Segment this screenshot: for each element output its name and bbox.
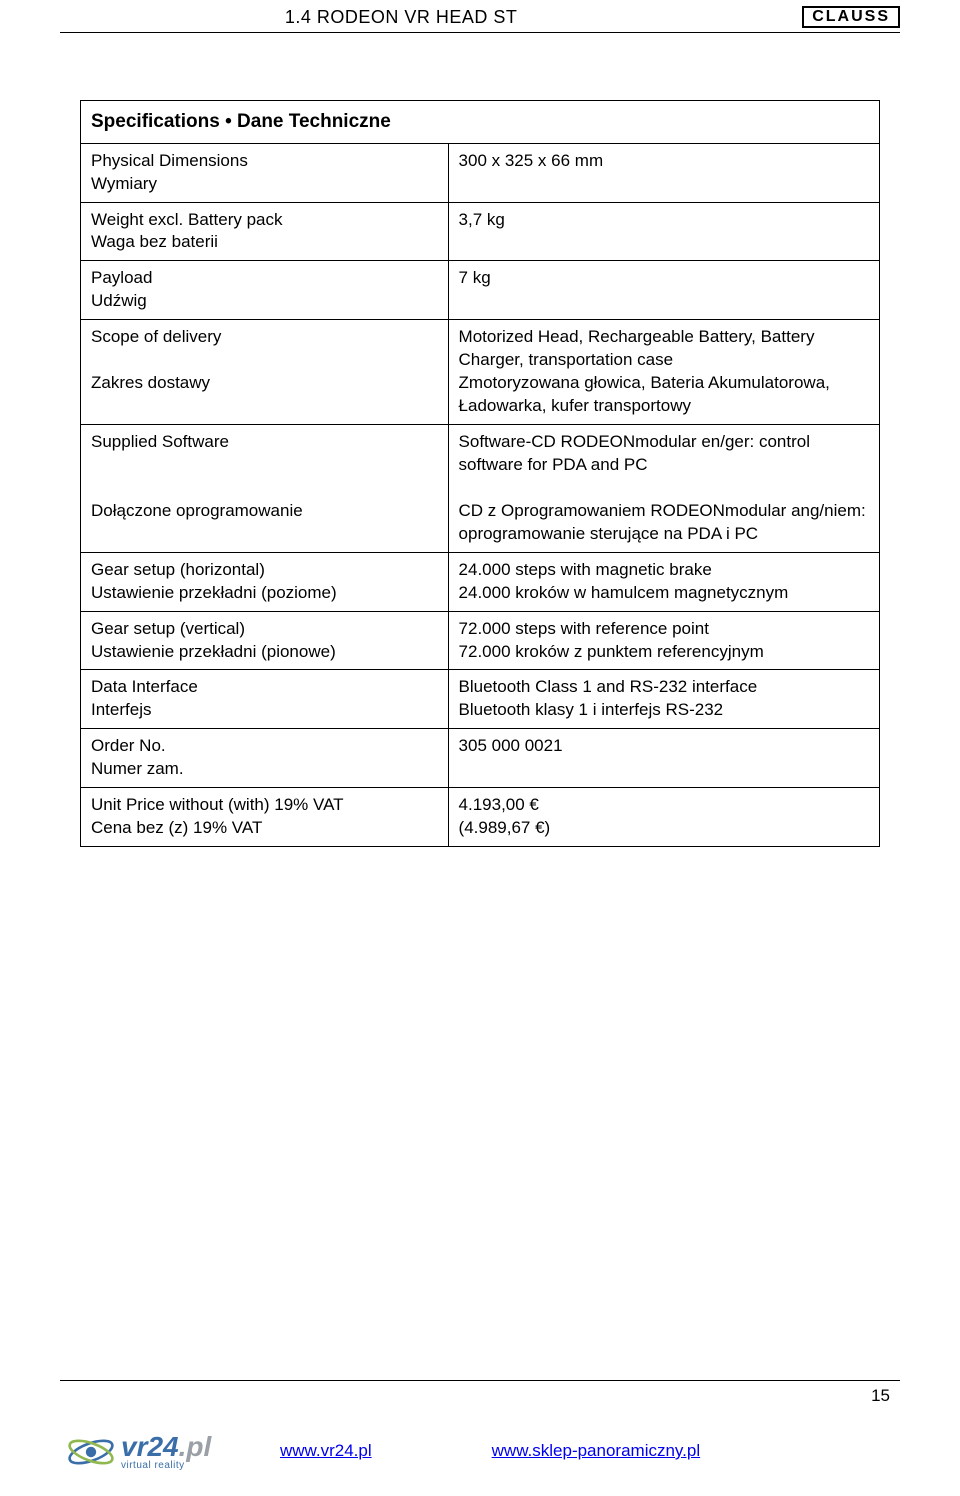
spec-value: 4.193,00 €(4.989,67 €) [448,788,879,847]
table-row: Gear setup (vertical)Ustawienie przekład… [81,611,880,670]
spec-value: Motorized Head, Rechargeable Battery, Ba… [448,320,879,425]
vr24-logo-icon [65,1426,117,1478]
spec-label: Data InterfaceInterfejs [81,670,449,729]
page-number: 15 [871,1386,890,1406]
logo-pl-text: .pl [179,1431,212,1462]
table-row: Scope of delivery Zakres dostawyMotorize… [81,320,880,425]
spec-value: 305 000 0021 [448,729,879,788]
table-row: Gear setup (horizontal)Ustawienie przekł… [81,552,880,611]
spec-value: 24.000 steps with magnetic brake24.000 k… [448,552,879,611]
table-row: Data InterfaceInterfejsBluetooth Class 1… [81,670,880,729]
spec-label: Gear setup (horizontal)Ustawienie przekł… [81,552,449,611]
header-rule [60,32,900,33]
spec-value: 3,7 kg [448,202,879,261]
spec-label: Unit Price without (with) 19% VATCena be… [81,788,449,847]
spec-label: Supplied Software Dołączone oprogramowan… [81,425,449,553]
footer-links: www.vr24.pl www.sklep-panoramiczny.pl [280,1441,700,1461]
spec-value: 300 x 325 x 66 mm [448,143,879,202]
footer-link-sklep[interactable]: www.sklep-panoramiczny.pl [492,1441,700,1461]
spec-label: PayloadUdźwig [81,261,449,320]
table-row: PayloadUdźwig7 kg [81,261,880,320]
spec-label: Physical DimensionsWymiary [81,143,449,202]
spec-label: Scope of delivery Zakres dostawy [81,320,449,425]
table-row: Weight excl. Battery packWaga bez bateri… [81,202,880,261]
page-header: 1.4 RODEON VR HEAD ST CLAUSS [0,6,960,28]
spec-value: 7 kg [448,261,879,320]
spec-label: Gear setup (vertical)Ustawienie przekład… [81,611,449,670]
spec-label: Weight excl. Battery packWaga bez bateri… [81,202,449,261]
specifications-table: Specifications • Dane TechnicznePhysical… [80,100,880,847]
table-row: Order No.Numer zam.305 000 0021 [81,729,880,788]
table-row: Supplied Software Dołączone oprogramowan… [81,425,880,553]
footer-link-vr24[interactable]: www.vr24.pl [280,1441,372,1461]
footer-logo: vr24.pl virtual reality [65,1426,211,1478]
table-row: Physical DimensionsWymiary300 x 325 x 66… [81,143,880,202]
spec-label: Order No.Numer zam. [81,729,449,788]
logo-text: vr24.pl virtual reality [121,1433,211,1471]
spec-table-title: Specifications • Dane Techniczne [81,101,880,144]
spec-value: Software-CD RODEONmodular en/ger: contro… [448,425,879,553]
spec-value: Bluetooth Class 1 and RS-232 interfaceBl… [448,670,879,729]
footer-rule [60,1380,900,1381]
brand-logo: CLAUSS [802,6,900,28]
logo-main-text: vr24 [121,1431,179,1462]
logo-subtitle: virtual reality [121,1461,211,1471]
header-title: 1.4 RODEON VR HEAD ST [0,7,802,28]
spec-value: 72.000 steps with reference point72.000 … [448,611,879,670]
table-row: Unit Price without (with) 19% VATCena be… [81,788,880,847]
